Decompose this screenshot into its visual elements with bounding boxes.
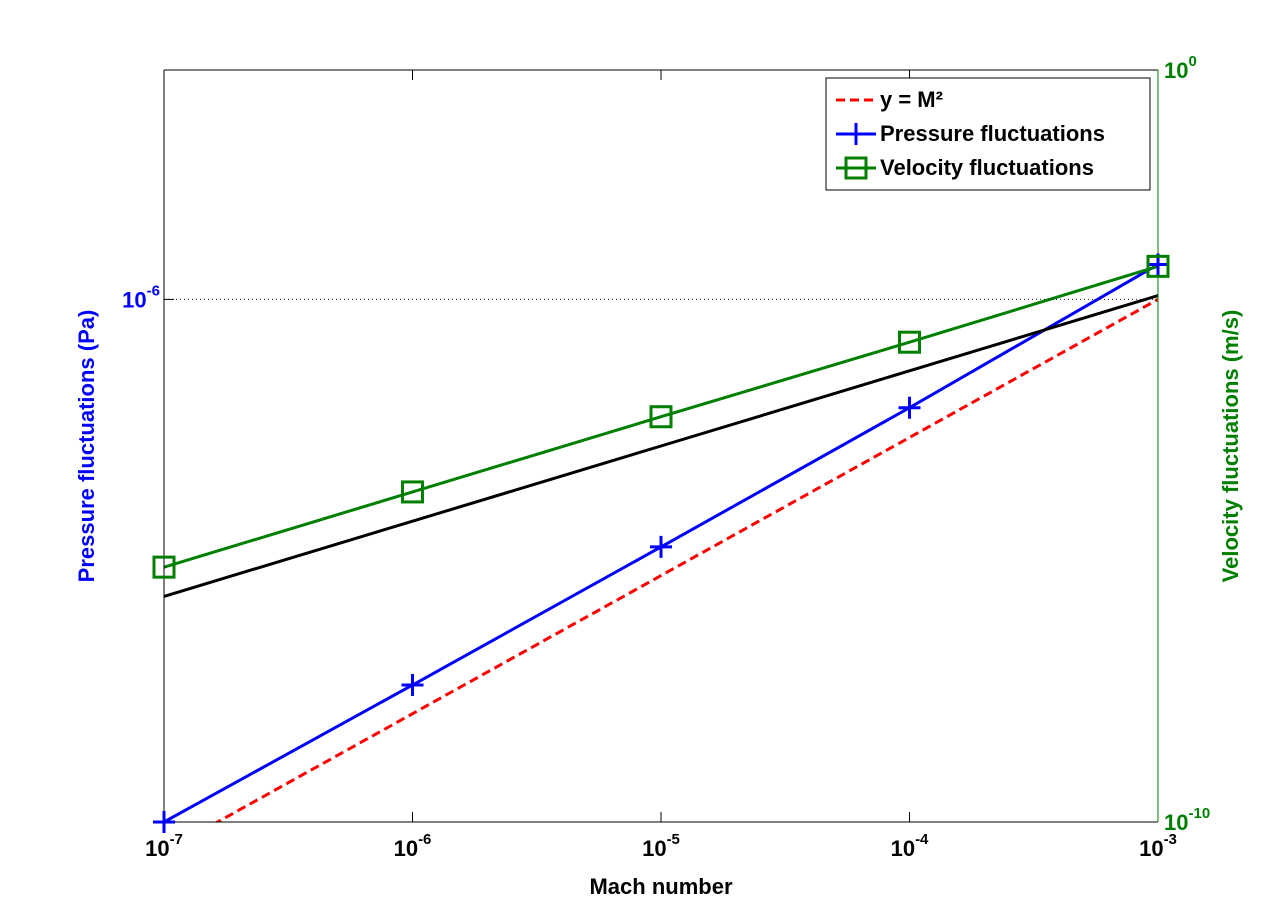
marker [153, 811, 175, 833]
x-tick-label: 10-5 [642, 831, 680, 861]
marker [650, 535, 672, 558]
legend-label: y = M² [880, 87, 943, 112]
y2-axis-label: Velocity fluctuations (m/s) [1218, 310, 1243, 583]
legend-box [825, 77, 1151, 191]
legend-marker [844, 156, 868, 180]
series-line [214, 298, 1158, 822]
series-line [164, 294, 1158, 598]
marker [1146, 254, 1170, 278]
y-axis-label: Pressure fluctuations (Pa) [74, 310, 99, 583]
y-tick-label: 10-6 [122, 282, 160, 312]
marker [898, 330, 921, 354]
x-tick-label: 10-4 [891, 831, 929, 861]
marker [401, 480, 424, 504]
y2-tick-label: 100 [1164, 53, 1197, 83]
marker [401, 674, 424, 697]
x-axis-label: Mach number [589, 874, 732, 899]
legend-label: Pressure fluctuations [880, 121, 1105, 146]
x-tick-label: 10-7 [145, 831, 183, 861]
series-line [164, 264, 1158, 569]
legend-label: Velocity fluctuations [880, 155, 1094, 180]
x-tick-label: 10-3 [1139, 831, 1177, 861]
x-tick-label: 10-6 [394, 831, 432, 861]
marker [898, 396, 921, 419]
marker [152, 555, 176, 579]
marker [649, 405, 673, 429]
legend-marker [845, 123, 867, 145]
y2-tick-label: 10-10 [1164, 805, 1210, 835]
